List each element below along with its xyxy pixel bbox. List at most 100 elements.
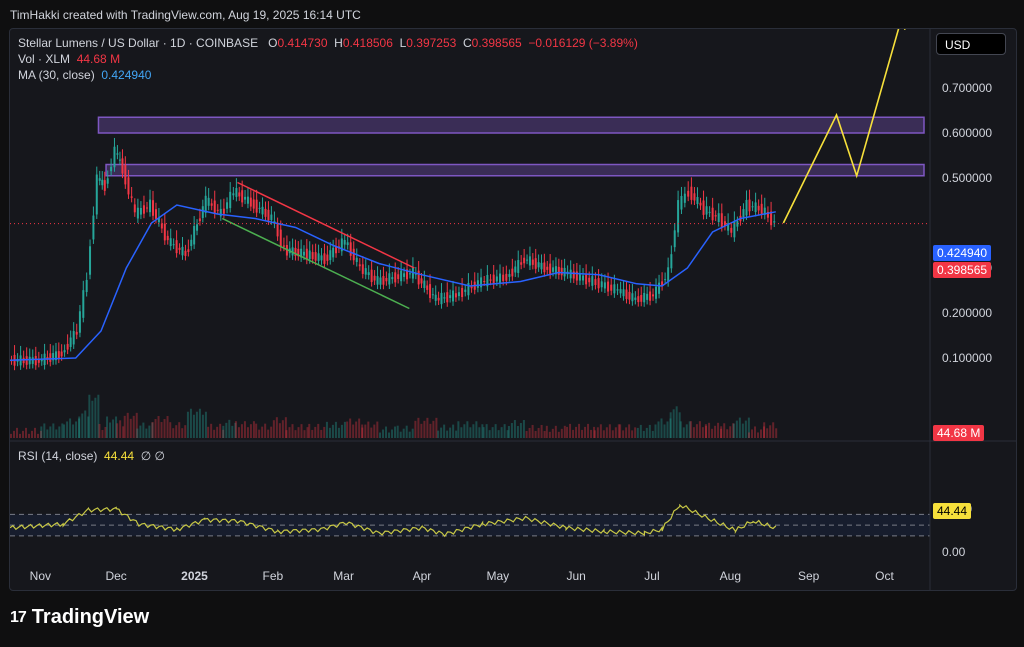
candle-body bbox=[222, 208, 225, 214]
candle-body bbox=[379, 277, 382, 285]
candle-body bbox=[517, 260, 520, 273]
x-tick-label: Sep bbox=[798, 569, 820, 583]
y-tick-label: 0.200000 bbox=[942, 306, 992, 320]
candle-body bbox=[546, 266, 549, 270]
candle-body bbox=[308, 250, 311, 260]
candle-body bbox=[116, 153, 119, 155]
candle-body bbox=[133, 204, 136, 213]
volume-bar bbox=[491, 427, 494, 438]
candle-body bbox=[730, 227, 733, 233]
candle-body bbox=[643, 292, 646, 303]
volume-bar bbox=[443, 424, 446, 438]
candle-body bbox=[207, 197, 210, 206]
volume-bar bbox=[294, 430, 297, 438]
y-tick-label: 0.700000 bbox=[942, 81, 992, 95]
tradingview-logo[interactable]: 17 TradingView bbox=[10, 606, 149, 629]
volume-bar bbox=[394, 426, 397, 438]
volume-bar bbox=[352, 424, 355, 438]
x-tick-label: Aug bbox=[720, 569, 741, 583]
resistance-zone bbox=[97, 116, 925, 134]
candle-body bbox=[69, 337, 72, 347]
volume-bar bbox=[192, 414, 195, 438]
volume-bar bbox=[135, 412, 138, 438]
candle-body bbox=[680, 195, 683, 210]
candle-body bbox=[317, 253, 320, 261]
volume-bar bbox=[757, 432, 760, 438]
high-value: 0.418506 bbox=[342, 36, 393, 50]
x-tick-label: 2025 bbox=[181, 569, 208, 583]
volume-bar bbox=[216, 426, 219, 438]
volume-bar bbox=[506, 430, 509, 438]
candle-body bbox=[687, 190, 690, 197]
x-tick-label: Dec bbox=[105, 569, 126, 583]
candle-body bbox=[264, 208, 267, 217]
candle-body bbox=[634, 297, 637, 300]
volume-bar bbox=[210, 423, 213, 438]
candle-body bbox=[300, 248, 303, 258]
candle-body bbox=[705, 206, 708, 215]
volume-bar bbox=[249, 424, 252, 438]
candle-body bbox=[499, 273, 502, 284]
ma-price-badge: 0.424940 bbox=[933, 245, 992, 261]
candle-body bbox=[184, 250, 187, 256]
volume-bar bbox=[522, 420, 525, 438]
candle-body bbox=[572, 271, 575, 279]
candle-body bbox=[34, 355, 37, 366]
candle-body bbox=[480, 277, 483, 288]
candle-body bbox=[394, 272, 397, 283]
currency-button[interactable]: USD bbox=[936, 33, 1006, 55]
candle-body bbox=[408, 273, 411, 275]
candle-body bbox=[760, 203, 763, 215]
candle-body bbox=[702, 200, 705, 215]
volume-bar bbox=[252, 421, 255, 438]
volume-bar bbox=[642, 430, 645, 438]
candle-body bbox=[531, 259, 534, 265]
volume-bar bbox=[543, 430, 546, 438]
volume-bar bbox=[698, 421, 701, 438]
volume-value: 44.68 M bbox=[76, 52, 121, 66]
candle-body bbox=[190, 239, 193, 247]
volume-bar bbox=[285, 430, 288, 438]
volume-bar bbox=[494, 424, 497, 438]
candle-body bbox=[72, 331, 75, 345]
candle-body bbox=[449, 295, 452, 299]
volume-bar bbox=[129, 418, 132, 438]
volume-bar bbox=[358, 418, 361, 438]
candle-body bbox=[229, 191, 232, 209]
volume-bar bbox=[243, 421, 246, 438]
volume-bar bbox=[772, 422, 775, 438]
volume-bar bbox=[284, 417, 287, 438]
volume-bar bbox=[72, 424, 75, 438]
candle-body bbox=[773, 221, 776, 223]
volume-bar bbox=[373, 424, 376, 438]
volume-bar bbox=[122, 426, 125, 438]
candle-body bbox=[426, 285, 429, 290]
volume-bar bbox=[343, 421, 346, 438]
candle-body bbox=[193, 225, 196, 245]
candle-body bbox=[37, 358, 40, 363]
volume-bar bbox=[507, 426, 510, 438]
volume-bar bbox=[361, 424, 364, 438]
volume-bar bbox=[723, 423, 726, 438]
volume-bar bbox=[678, 412, 681, 438]
x-tick-label: Apr bbox=[413, 569, 432, 583]
volume-bar bbox=[510, 423, 513, 438]
volume-bar bbox=[270, 426, 273, 438]
candle-body bbox=[575, 271, 578, 281]
tradingview-brand: TradingView bbox=[31, 606, 150, 628]
volume-bar bbox=[184, 425, 187, 438]
candle-body bbox=[246, 196, 249, 204]
volume-bar bbox=[769, 425, 772, 438]
candle-body bbox=[213, 200, 216, 214]
volume-bar bbox=[701, 427, 704, 438]
volume-bar bbox=[81, 413, 84, 438]
candle-body bbox=[437, 297, 440, 301]
candle-body bbox=[628, 291, 631, 300]
volume-bar bbox=[449, 427, 452, 438]
candle-body bbox=[92, 215, 95, 240]
volume-bar bbox=[37, 433, 39, 438]
volume-bar bbox=[258, 429, 261, 438]
volume-bar bbox=[537, 427, 540, 438]
candle-body bbox=[406, 269, 409, 280]
volume-bar bbox=[405, 425, 408, 438]
